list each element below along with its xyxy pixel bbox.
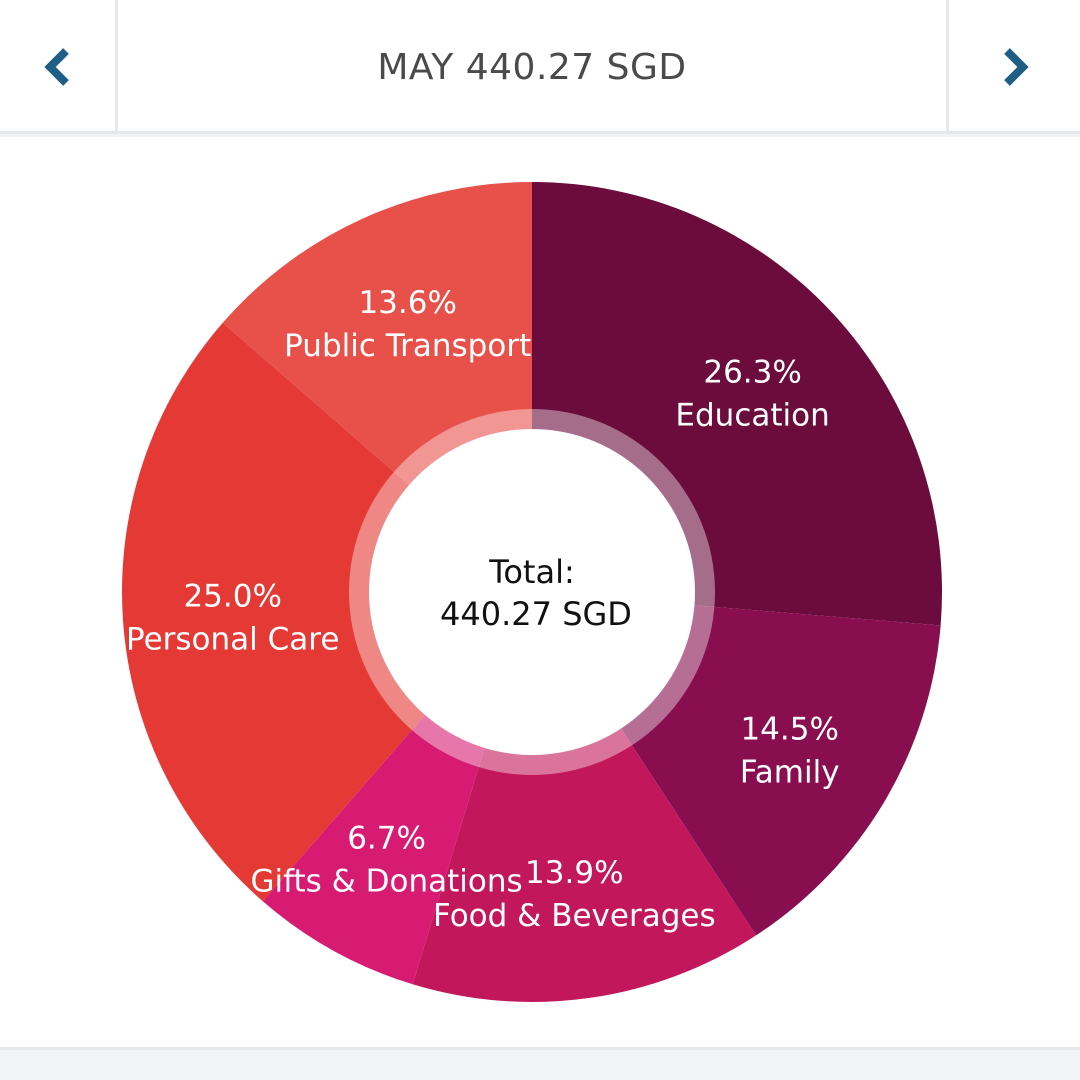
slice-percent-label: 13.9% xyxy=(525,855,623,891)
donut-chart: 26.3% Education 14.5% Family 13.9% Food & Bev… xyxy=(122,182,942,1002)
donut-hole xyxy=(369,429,695,755)
slice-category-label: Food & Beverages xyxy=(433,898,716,934)
slice-labels-group: 26.3% Education 14.5% Family 13.9% Food & Bev… xyxy=(126,285,840,934)
slice-category-label: Public Transport xyxy=(284,328,531,364)
slice-percent-label: 26.3% xyxy=(703,355,801,391)
chevron-left-icon xyxy=(43,48,69,86)
month-header: MAY 440.27 SGD xyxy=(0,0,1080,134)
slice-percent-label: 25.0% xyxy=(183,579,281,615)
slice-category-label: Family xyxy=(740,755,840,791)
slice-category-label: Personal Care xyxy=(126,622,339,658)
month-title: MAY 440.27 SGD xyxy=(118,0,946,134)
previous-month-button[interactable] xyxy=(0,0,118,134)
center-total-label: Total: xyxy=(488,553,575,591)
chevron-right-icon xyxy=(1003,48,1029,86)
slice-food-beverages[interactable] xyxy=(412,592,757,1002)
slice-category-label: Gifts & Donations xyxy=(250,863,522,899)
center-total-value: 440.27 SGD xyxy=(440,595,632,633)
slice-category-label: Education xyxy=(675,398,829,434)
slice-percent-label: 13.6% xyxy=(358,285,456,321)
chart-card: 26.3% Education 14.5% Family 13.9% Food & Bev… xyxy=(0,137,1080,1050)
slice-percent-label: 14.5% xyxy=(740,712,838,748)
month-total: 440.27 SGD xyxy=(465,46,687,88)
month-label: MAY xyxy=(377,46,454,88)
slice-percent-label: 6.7% xyxy=(347,820,426,856)
slice-personal-care[interactable] xyxy=(122,322,533,902)
next-month-button[interactable] xyxy=(946,0,1080,134)
